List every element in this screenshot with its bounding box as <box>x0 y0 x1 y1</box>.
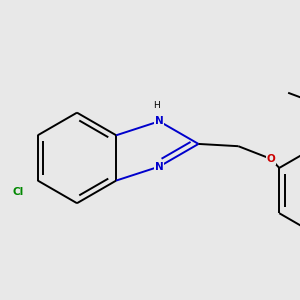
Text: H: H <box>154 101 160 110</box>
Text: O: O <box>267 154 275 164</box>
Text: Cl: Cl <box>13 187 24 197</box>
Text: N: N <box>155 162 164 172</box>
Text: N: N <box>155 116 164 126</box>
